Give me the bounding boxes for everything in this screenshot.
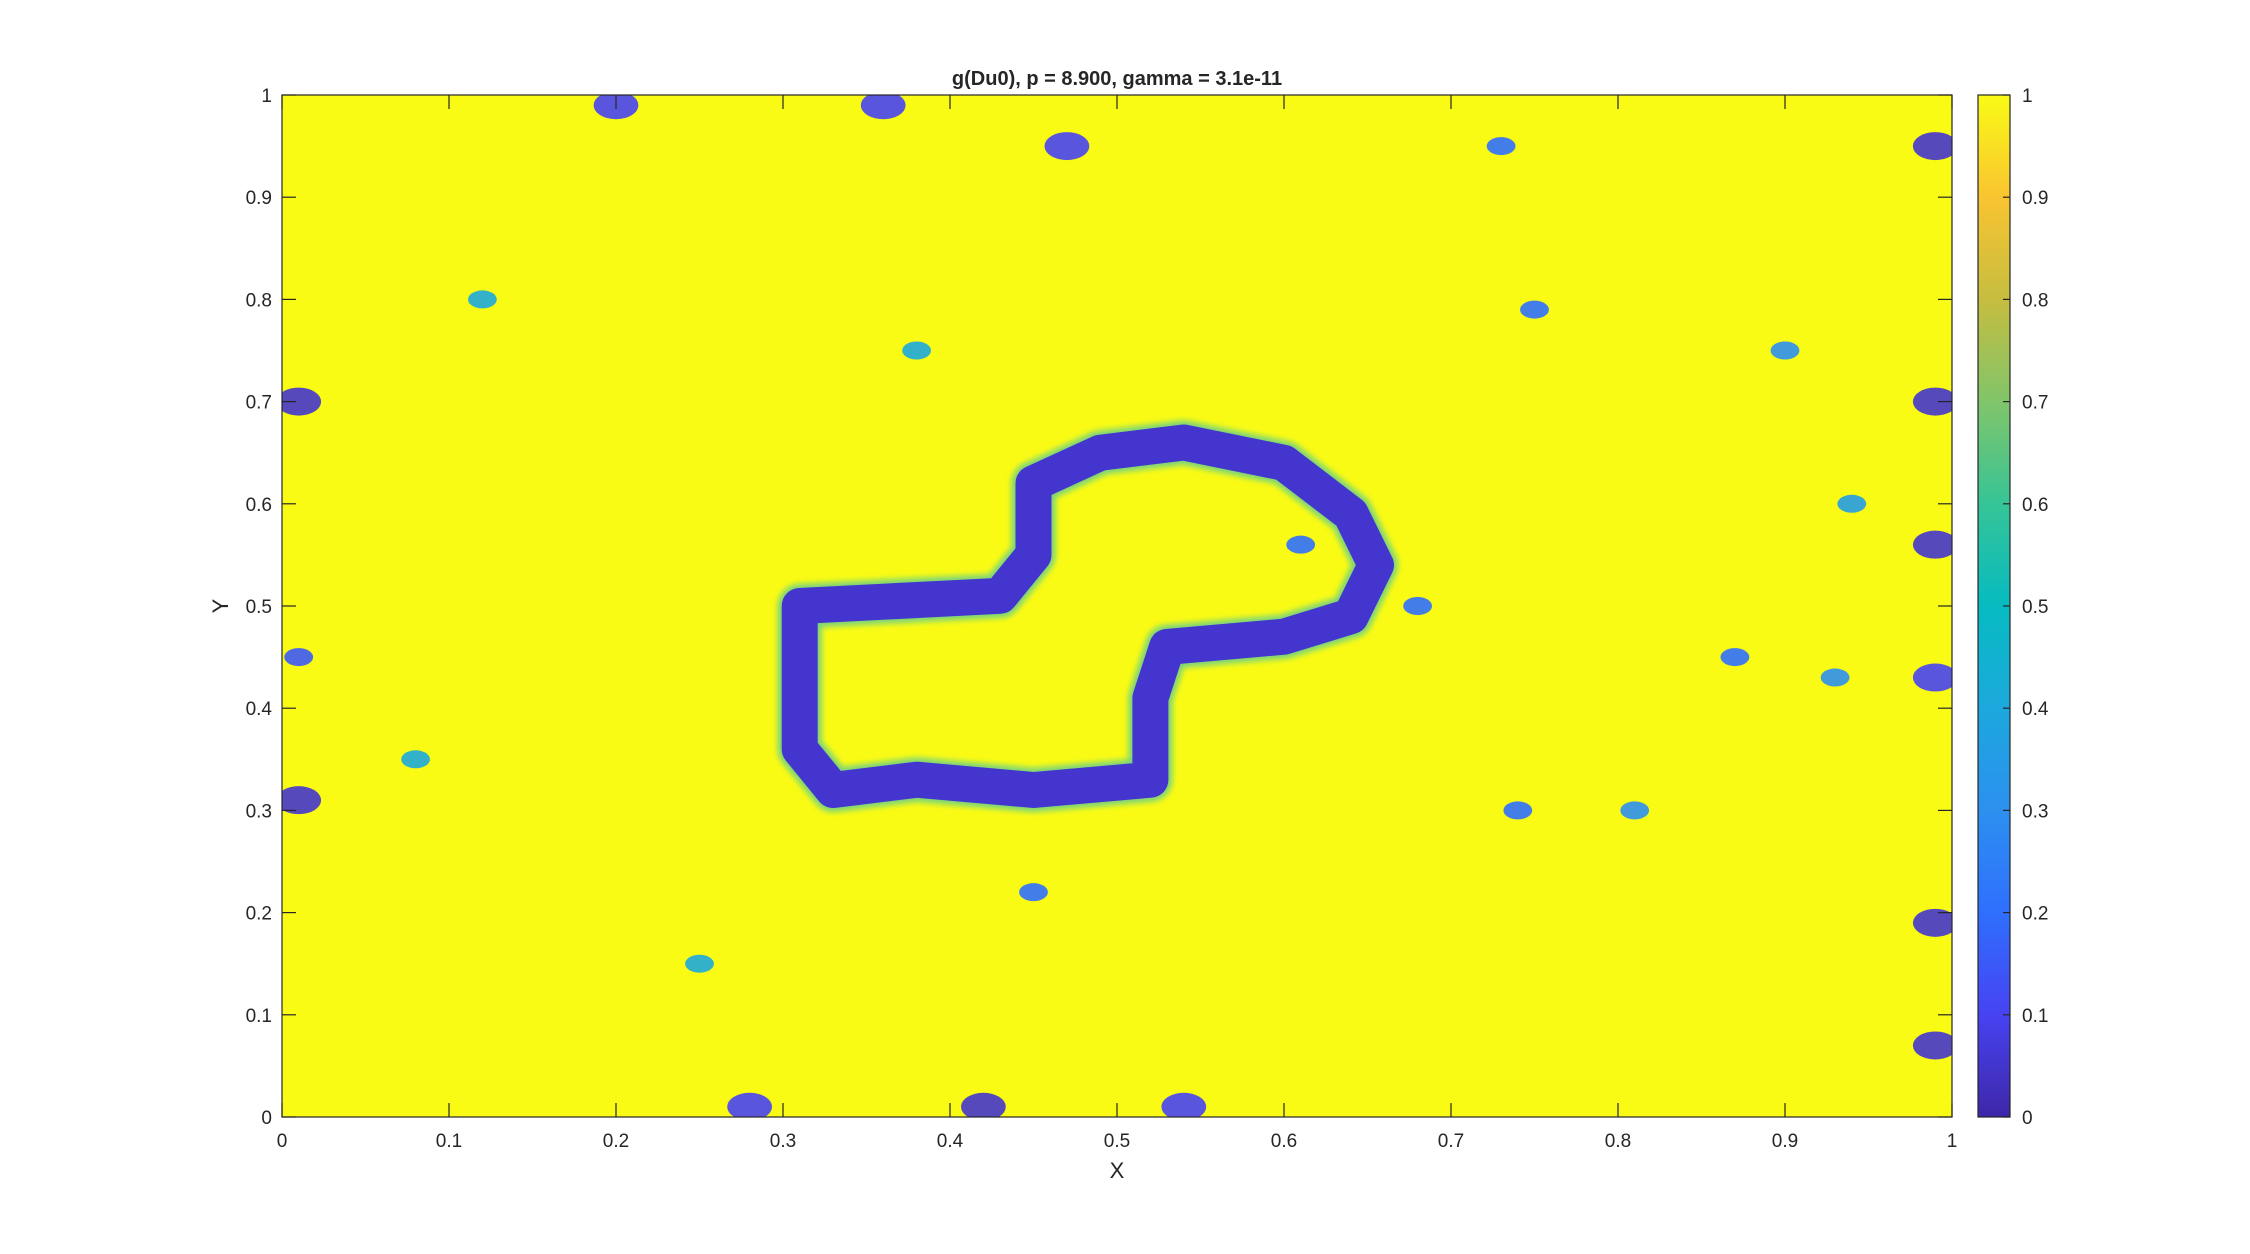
colorbar-tick-label: 0.6	[2022, 495, 2048, 516]
colorbar-tick-label: 1	[2022, 86, 2033, 107]
heatmap-feature	[1019, 883, 1048, 901]
y-tick-label: 0.8	[246, 290, 272, 311]
colorbar-tick-label: 0.2	[2022, 904, 2048, 925]
x-tick-label: 0.4	[937, 1131, 964, 1152]
heatmap-feature	[1487, 137, 1516, 155]
y-tick-label: 0.6	[246, 495, 272, 516]
colorbar-tick-label: 0.8	[2022, 290, 2048, 311]
heatmap-feature	[902, 342, 931, 360]
heatmap-feature	[1913, 132, 1958, 160]
heatmap-feature	[1286, 536, 1315, 554]
heatmap-feature	[685, 955, 714, 973]
x-tick-label: 0.6	[1271, 1131, 1297, 1152]
x-tick-label: 0.7	[1438, 1131, 1464, 1152]
colorbar: 0 0.1 0.2 0.3 0.4 0.5 0.6 0.7 0.8 0.9 1	[1978, 86, 2049, 1129]
heatmap-feature	[1403, 597, 1432, 615]
colorbar-tick-label: 0	[2022, 1108, 2033, 1129]
x-tick-label: 0.2	[603, 1131, 629, 1152]
colorbar-tick-label: 0.1	[2022, 1006, 2048, 1027]
y-tick-label: 1	[261, 86, 272, 107]
heatmap-feature	[1913, 531, 1958, 559]
x-tick-label: 0.5	[1104, 1131, 1130, 1152]
y-tick-label: 0.4	[246, 699, 273, 720]
y-tick-label: 0.7	[246, 393, 272, 414]
colorbar-tick-label: 0.9	[2022, 188, 2048, 209]
x-tick-label: 0.1	[436, 1131, 462, 1152]
chart-title: g(Du0), p = 8.900, gamma = 3.1e-11	[952, 68, 1282, 90]
heatmap-background	[282, 95, 1952, 1117]
heatmap-feature	[1913, 664, 1958, 692]
heatmap-feature	[468, 290, 497, 308]
colorbar-tick-label: 0.7	[2022, 393, 2048, 414]
y-tick-label: 0	[261, 1108, 272, 1129]
colorbar-tick-label: 0.4	[2022, 699, 2049, 720]
x-axis-label: X	[1110, 1158, 1125, 1183]
colorbar-tick-label: 0.3	[2022, 801, 2048, 822]
colorbar-tick-label: 0.5	[2022, 597, 2048, 618]
y-tick-label: 0.3	[246, 801, 272, 822]
heatmap-feature	[1913, 1031, 1958, 1059]
heatmap-feature	[1837, 495, 1866, 513]
y-tick-label: 0.9	[246, 188, 272, 209]
heatmap-feature	[1620, 801, 1649, 819]
heatmap-feature	[284, 648, 313, 666]
heatmap-feature	[1045, 132, 1090, 160]
x-tick-label: 0.9	[1772, 1131, 1798, 1152]
y-tick-label: 0.1	[246, 1006, 272, 1027]
y-axis-label: Y	[208, 598, 233, 613]
heatmap-feature	[1721, 648, 1750, 666]
heatmap-feature	[1503, 801, 1532, 819]
heatmap-feature	[1520, 301, 1549, 319]
heatmap-feature	[1771, 342, 1800, 360]
x-tick-label: 0.3	[770, 1131, 796, 1152]
heatmap-feature	[1821, 669, 1850, 687]
x-tick-label: 0	[277, 1131, 288, 1152]
x-tick-label: 1	[1947, 1131, 1958, 1152]
y-tick-label: 0.5	[246, 597, 272, 618]
x-tick-label: 0.8	[1605, 1131, 1631, 1152]
y-tick-label: 0.2	[246, 904, 272, 925]
heatmap-feature	[401, 750, 430, 768]
plot-area	[276, 91, 1957, 1121]
